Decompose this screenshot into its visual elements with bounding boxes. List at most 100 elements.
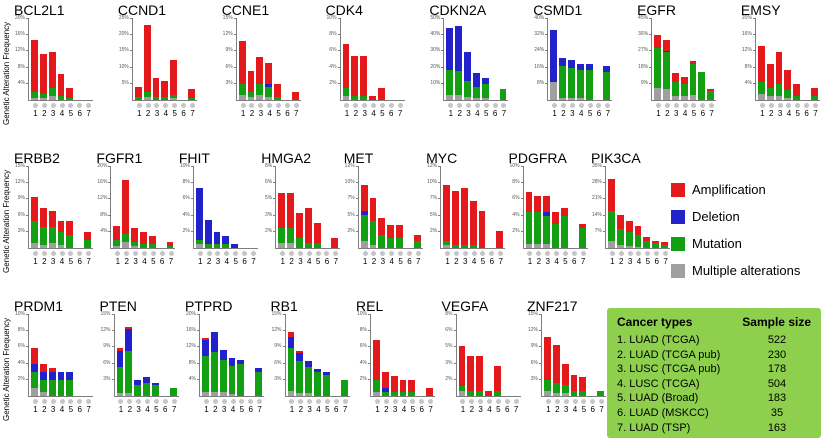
amplification-segment bbox=[578, 224, 586, 228]
study-dot-slot bbox=[189, 103, 196, 108]
stacked-bar bbox=[775, 19, 783, 100]
study-dot-slot bbox=[279, 251, 286, 256]
study-dot-slot bbox=[768, 103, 775, 108]
amplification-segment bbox=[331, 238, 339, 248]
amplification-segment bbox=[552, 345, 560, 383]
y-axis-tick-label: 2% bbox=[347, 227, 355, 234]
amplification-segment bbox=[274, 84, 281, 98]
y-axis-tick-label: 12% bbox=[427, 163, 438, 169]
x-tick-label: 4 bbox=[636, 257, 642, 266]
study-dot-slot bbox=[383, 399, 390, 404]
mutation-segment bbox=[202, 356, 209, 392]
x-tick-label: 4 bbox=[59, 405, 65, 414]
mutation-segment bbox=[48, 88, 56, 96]
study-dot-slot bbox=[342, 399, 349, 404]
y-axis-tick-label: 4% bbox=[359, 359, 367, 366]
amplification-segment bbox=[116, 348, 124, 351]
multiple-segment bbox=[455, 95, 463, 100]
study-icon bbox=[673, 103, 679, 108]
study-dot-slot bbox=[682, 103, 689, 108]
stacked-bar bbox=[625, 167, 633, 248]
y-axis-tick bbox=[190, 166, 194, 167]
study-dot-slot bbox=[604, 103, 611, 108]
stacked-bar bbox=[304, 167, 312, 248]
study-dot-slot bbox=[501, 103, 508, 108]
x-tick-label: 2 bbox=[561, 109, 566, 118]
study-dots bbox=[653, 103, 717, 108]
x-tick-label: 4 bbox=[163, 109, 169, 118]
mutation-segment bbox=[134, 96, 142, 100]
study-icon bbox=[86, 251, 92, 256]
y-axis-tick bbox=[233, 50, 237, 52]
x-tick-label: 3 bbox=[362, 109, 367, 118]
study-dot-slot bbox=[41, 251, 48, 256]
y-axis-tick-label: 20% bbox=[741, 15, 752, 21]
mutation-segment bbox=[616, 228, 624, 245]
study-dot-slot bbox=[126, 399, 133, 404]
study-dot-slot bbox=[406, 251, 413, 256]
y-axis-tick bbox=[539, 314, 542, 315]
study-icon bbox=[344, 103, 350, 108]
study-icon bbox=[474, 103, 480, 108]
mutation-segment bbox=[552, 382, 560, 394]
mutation-segment bbox=[576, 70, 584, 98]
deletion-segment bbox=[48, 372, 56, 380]
y-axis-tick bbox=[233, 82, 237, 84]
y-axis-tick bbox=[26, 166, 29, 167]
y-axis-tick-label: 16% bbox=[741, 31, 752, 38]
y-axis-tick bbox=[520, 214, 524, 216]
y-axis-tick-label: 20% bbox=[430, 63, 441, 70]
y-axis-tick bbox=[649, 34, 653, 36]
study-icon bbox=[333, 399, 339, 404]
mutation-segment bbox=[543, 216, 551, 244]
study-icon bbox=[249, 103, 255, 108]
y-axis-tick bbox=[539, 346, 542, 348]
study-icon bbox=[115, 251, 121, 256]
sample-size-value: 230 bbox=[767, 348, 787, 361]
study-dot-slot bbox=[553, 251, 560, 256]
x-tick-label: 6 bbox=[334, 405, 339, 414]
study-icon bbox=[153, 399, 159, 404]
x-tick-label: 5 bbox=[154, 405, 159, 414]
study-icon bbox=[804, 103, 810, 108]
x-tick-label: 4 bbox=[371, 109, 376, 118]
y-axis-tick bbox=[438, 182, 442, 184]
amplification-segment bbox=[680, 76, 688, 85]
study-icon bbox=[189, 103, 195, 108]
chart-row-2: Genetic Alteration Frequency ERBB2 3% 6% 9%… bbox=[2, 150, 821, 298]
y-axis-tick-label: 16% bbox=[185, 327, 196, 334]
y-axis-tick-label: 8% bbox=[265, 163, 273, 169]
stacked-bar bbox=[377, 19, 385, 100]
multiple-segment bbox=[443, 244, 450, 248]
deletion-segment bbox=[31, 364, 38, 372]
stacked-bar bbox=[793, 19, 801, 100]
amplification-segment bbox=[148, 236, 156, 244]
study-icon bbox=[389, 251, 395, 256]
stacked-bar bbox=[166, 167, 174, 248]
x-tick-label: 7 bbox=[257, 405, 262, 414]
gene-title: EMSY bbox=[740, 2, 781, 18]
deletion-segment bbox=[39, 372, 47, 380]
legend-item-amplification: Amplification bbox=[671, 182, 821, 197]
study-dot-slot bbox=[250, 251, 257, 256]
study-dot-slot bbox=[477, 399, 484, 404]
y-axis-tick-label: 9% bbox=[530, 343, 538, 350]
amplification-segment bbox=[634, 226, 642, 236]
multiple-segment bbox=[662, 89, 670, 100]
multiple-segment bbox=[464, 96, 471, 100]
deletion-segment bbox=[314, 369, 321, 372]
study-icon bbox=[554, 399, 560, 404]
y-axis-tick bbox=[337, 66, 341, 68]
study-dot-slot bbox=[118, 399, 125, 404]
multiple-segment bbox=[219, 392, 227, 396]
stacked-bar bbox=[151, 315, 159, 396]
x-tick-label: 6 bbox=[163, 405, 168, 414]
study-icon bbox=[257, 399, 263, 404]
y-axis-tick-label: 36% bbox=[638, 31, 649, 38]
stacked-bar bbox=[399, 315, 407, 396]
study-icon bbox=[469, 399, 475, 404]
gene-title: HMGA2 bbox=[261, 150, 312, 166]
x-tick-label: 3 bbox=[463, 257, 468, 266]
x-tick-label: 3 bbox=[627, 257, 633, 266]
